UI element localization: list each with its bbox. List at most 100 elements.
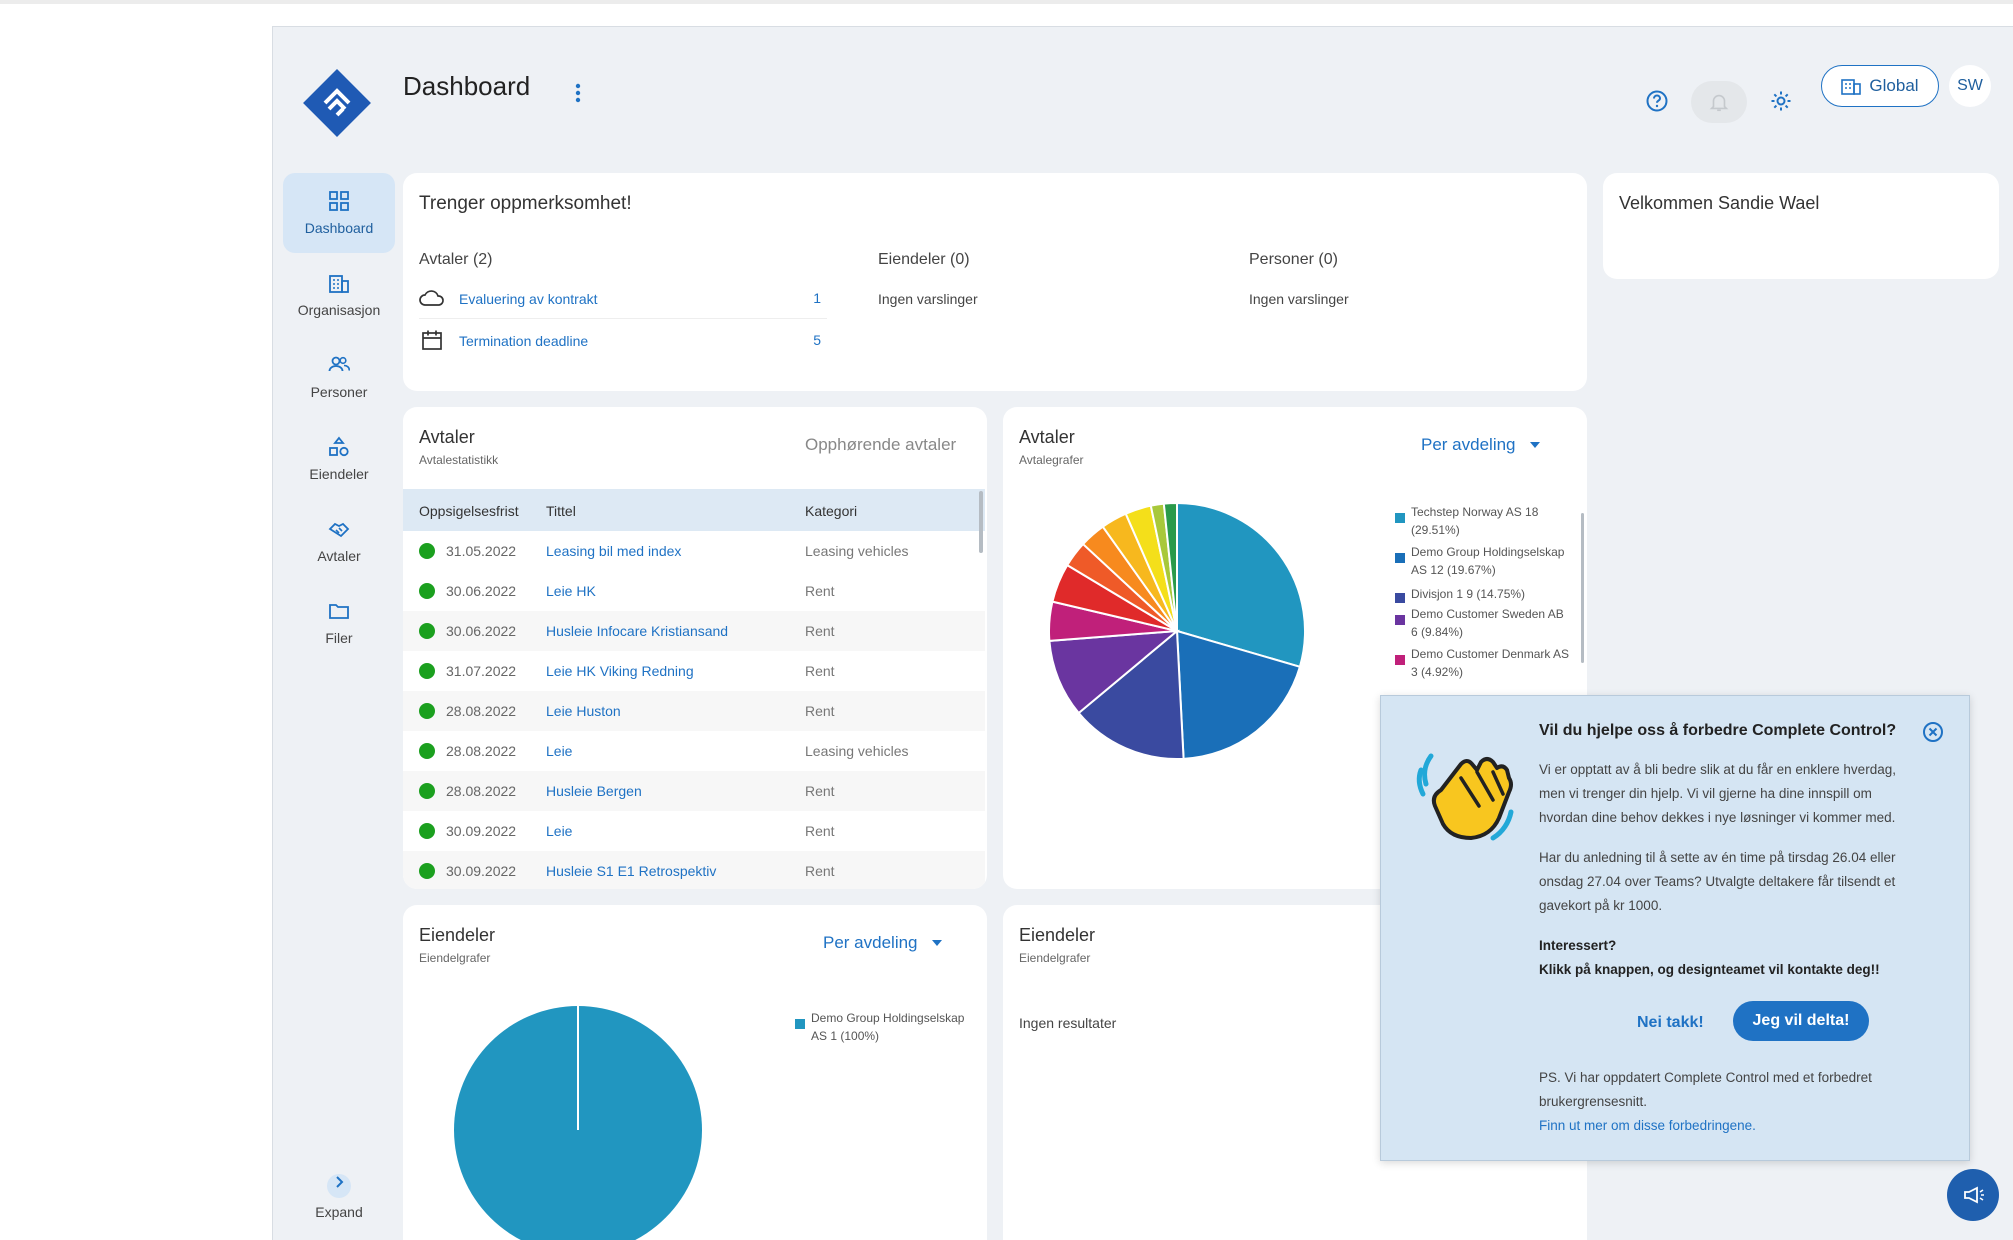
legend-swatch — [1395, 593, 1405, 603]
pie-slice[interactable] — [1077, 628, 1185, 760]
legend-item[interactable]: Demo Customer Denmark AS 3 (4.92%) — [1411, 645, 1569, 681]
table-row[interactable]: 31.05.2022 Leasing bil med index Leasing v… — [403, 531, 985, 571]
legend-item[interactable]: Demo Customer Sweden AB 6 (9.84%) — [1411, 605, 1564, 641]
browser-top-line — [0, 0, 2013, 4]
row-title[interactable]: Husleie S1 E1 Retrospektiv — [546, 863, 717, 879]
notifications-button[interactable] — [1691, 81, 1747, 123]
nav-filer[interactable]: Filer — [283, 583, 395, 663]
caret-down-icon — [1529, 442, 1540, 448]
row-date: 30.09.2022 — [446, 823, 517, 839]
table-row[interactable]: 28.08.2022 Leie Leasing vehicles — [403, 731, 985, 771]
legend-line: 6 (9.84%) — [1411, 625, 1464, 639]
legend-line: Divisjon 1 9 (14.75%) — [1411, 587, 1526, 601]
popup-line: Interessert? — [1539, 938, 1617, 953]
attention-title: Trenger oppmerksomhet! — [419, 193, 632, 214]
table-row[interactable]: 31.07.2022 Leie HK Viking Redning Rent — [403, 651, 985, 691]
column-kategori[interactable]: Kategori — [805, 503, 858, 519]
pie-slice[interactable] — [1162, 501, 1178, 632]
table-row[interactable]: 30.09.2022 Husleie S1 E1 Retrospektiv Rent — [403, 851, 985, 889]
app-window: Dashboard Global SW Dashboard Organisasj… — [272, 26, 2013, 1240]
table-row[interactable]: 30.06.2022 Leie HK Rent — [403, 571, 985, 611]
popup-ps-link[interactable]: Finn ut mer om disse forbedringene. — [1539, 1118, 1756, 1133]
settings-button[interactable] — [1763, 83, 1799, 119]
nav-eiendeler[interactable]: Eiendeler — [283, 419, 395, 499]
column-tittel[interactable]: Tittel — [546, 503, 576, 519]
popup-ps: PS. Vi har oppdatert Complete Control me… — [1539, 1066, 1872, 1138]
attention-item[interactable]: Termination deadline 5 — [419, 319, 827, 359]
row-title[interactable]: Leie — [546, 743, 573, 759]
attention-item[interactable]: Evaluering av kontrakt 1 — [419, 279, 827, 319]
column-oppsigelsesfrist[interactable]: Oppsigelsesfrist — [419, 503, 519, 519]
row-date: 31.05.2022 — [446, 543, 517, 559]
close-circle-icon — [1923, 722, 1943, 742]
row-category: Rent — [805, 583, 835, 599]
table-row[interactable]: 30.09.2022 Leie Rent — [403, 811, 985, 851]
attention-personer-text: Ingen varslinger — [1249, 291, 1349, 307]
dashboard-icon — [329, 191, 349, 211]
status-dot — [419, 783, 435, 799]
row-title[interactable]: Husleie Bergen — [546, 783, 642, 799]
popup-line: Har du anledning til å sette av én time … — [1539, 850, 1896, 865]
pie-slice[interactable] — [1175, 629, 1302, 760]
row-date: 31.07.2022 — [446, 663, 517, 679]
logo-icon — [303, 69, 371, 137]
popup-paragraph-1: Vi er opptatt av å bli bedre slik at du … — [1539, 758, 1896, 830]
row-category: Leasing vehicles — [805, 543, 909, 559]
accept-button[interactable]: Jeg vil delta! — [1733, 1001, 1869, 1041]
table-row[interactable]: 30.06.2022 Husleie Infocare Kristiansand R… — [403, 611, 985, 651]
nav-organisasjon-label: Organisasjon — [297, 302, 381, 318]
table-row[interactable]: 28.08.2022 Husleie Bergen Rent — [403, 771, 985, 811]
global-scope-button[interactable]: Global — [1821, 65, 1939, 107]
feedback-fab[interactable] — [1947, 1169, 1999, 1221]
help-button[interactable] — [1639, 83, 1675, 119]
table-row[interactable]: 28.08.2022 Leie Huston Rent — [403, 691, 985, 731]
row-title[interactable]: Leasing bil med index — [546, 543, 682, 559]
status-dot — [419, 703, 435, 719]
people-icon — [328, 356, 350, 372]
avatar[interactable]: SW — [1949, 65, 1991, 107]
nav-expand[interactable]: Expand — [283, 1161, 395, 1233]
nav-avtaler[interactable]: Avtaler — [283, 501, 395, 581]
row-date: 28.08.2022 — [446, 703, 517, 719]
pie-slice[interactable] — [1176, 501, 1306, 669]
nav-organisasjon[interactable]: Organisasjon — [283, 255, 395, 335]
popup-close-button[interactable] — [1919, 718, 1947, 746]
legend-swatch — [1395, 615, 1405, 625]
attention-item-count: 5 — [813, 332, 821, 348]
megaphone-icon — [1964, 1186, 1984, 1204]
table-body: 31.05.2022 Leasing bil med index Leasing v… — [403, 531, 985, 889]
empty-result-text: Ingen resultater — [1019, 1015, 1117, 1031]
attention-personer-heading: Personer (0) — [1249, 251, 1338, 268]
nav-personer[interactable]: Personer — [283, 337, 395, 417]
decline-button[interactable]: Nei takk! — [1637, 1014, 1704, 1031]
avtaler-pie-chart — [1048, 501, 1306, 760]
kebab-icon — [575, 83, 581, 103]
page-menu-button[interactable] — [563, 75, 593, 111]
eiendeler-chart-dropdown[interactable]: Per avdeling — [823, 933, 942, 953]
pie-slice[interactable] — [1048, 629, 1181, 715]
popup-line: gavekort på kr 1000. — [1539, 898, 1663, 913]
row-category: Rent — [805, 623, 835, 639]
building-icon — [329, 275, 349, 293]
tab-opphorende-avtaler[interactable]: Opphørende avtaler — [805, 435, 957, 454]
legend-item[interactable]: Demo Group Holdingselskap AS 1 (100%) — [811, 1009, 964, 1045]
dropdown-label: Per avdeling — [823, 933, 918, 952]
nav-dashboard[interactable]: Dashboard — [283, 173, 395, 253]
legend-scrollbar[interactable] — [1581, 513, 1584, 663]
row-title[interactable]: Leie — [546, 823, 573, 839]
avtaler-table-card: Avtaler Avtalestatistikk Opphørende avta… — [403, 407, 987, 889]
avtaler-chart-dropdown[interactable]: Per avdeling — [1421, 435, 1540, 455]
row-title[interactable]: Husleie Infocare Kristiansand — [546, 623, 729, 639]
row-title[interactable]: Leie Huston — [546, 703, 621, 719]
table-scrollbar[interactable] — [979, 491, 983, 553]
attention-eiendeler-heading: Eiendeler (0) — [878, 251, 970, 268]
legend-item[interactable]: Divisjon 1 9 (14.75%) — [1411, 585, 1525, 603]
legend-item[interactable]: Demo Group Holdingselskap AS 12 (19.67%) — [1411, 543, 1564, 579]
handshake-icon — [328, 522, 350, 538]
legend-item[interactable]: Techstep Norway AS 18 (29.51%) — [1411, 503, 1538, 539]
logo[interactable] — [297, 63, 377, 143]
row-title[interactable]: Leie HK — [546, 583, 596, 599]
avtaler-table-subtitle: Avtalestatistikk — [419, 453, 499, 467]
expand-icon-wrapper — [327, 1174, 351, 1198]
row-title[interactable]: Leie HK Viking Redning — [546, 663, 694, 679]
